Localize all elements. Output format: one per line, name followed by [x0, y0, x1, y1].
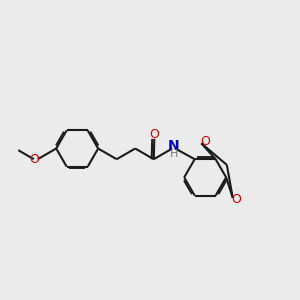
- Text: H: H: [169, 149, 178, 159]
- Text: N: N: [168, 140, 180, 153]
- Text: O: O: [232, 193, 242, 206]
- Text: O: O: [149, 128, 159, 141]
- Text: O: O: [29, 153, 39, 166]
- Text: O: O: [200, 135, 210, 148]
